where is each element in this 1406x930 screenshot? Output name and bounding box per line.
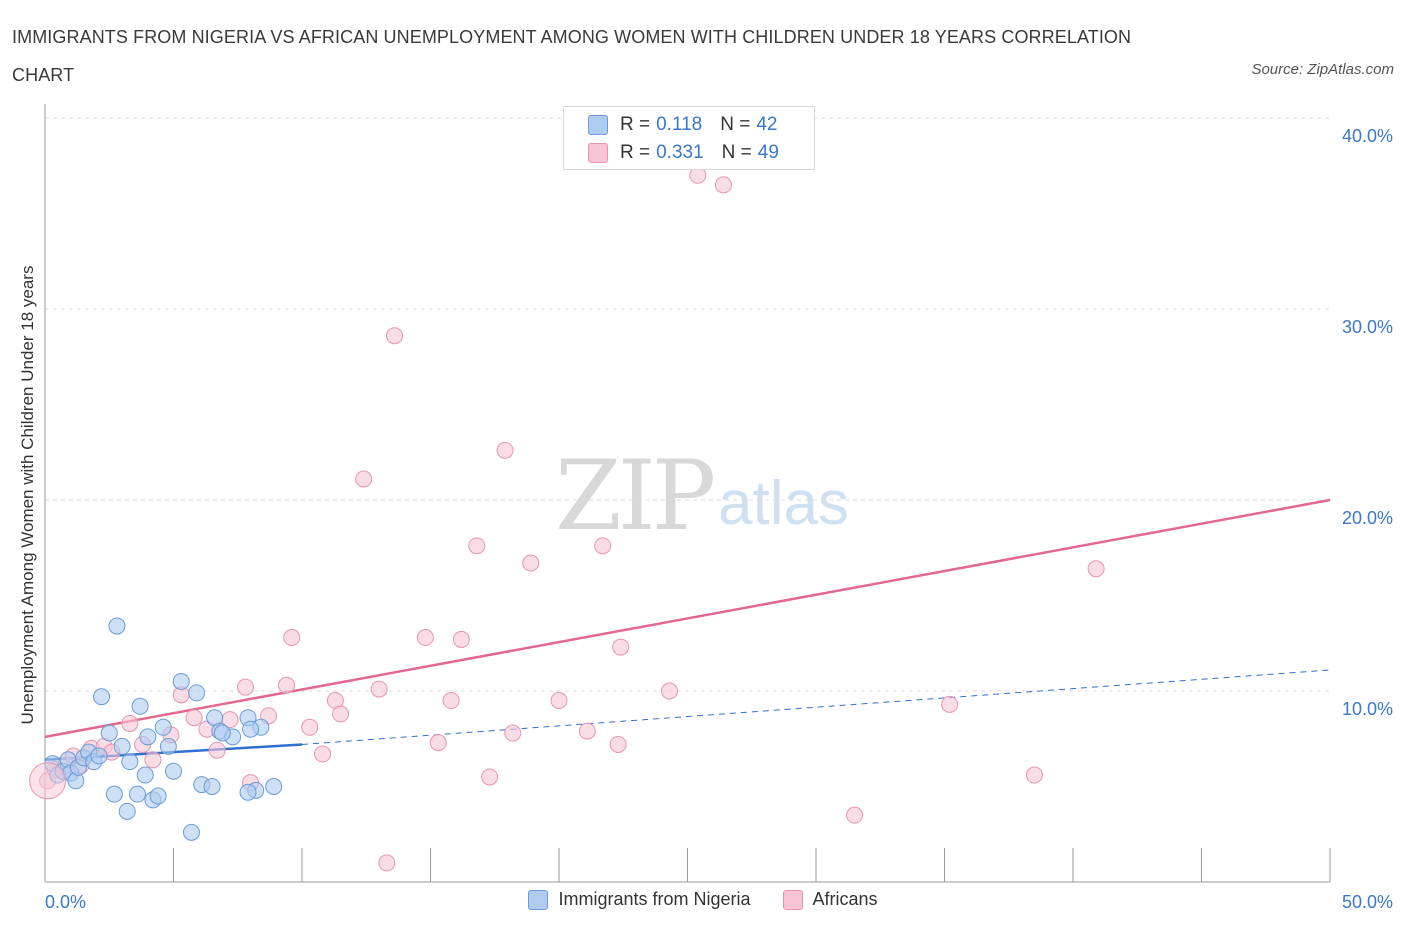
point-africans [332,705,350,723]
point-nigeria [242,720,260,738]
legend-swatch-africans [782,889,803,910]
point-africans [370,680,388,698]
point-africans [442,692,460,710]
point-africans [594,537,612,555]
point-africans [429,734,447,752]
point-nigeria [108,617,126,635]
point-africans [612,638,630,656]
point-africans [355,470,373,488]
legend-n-value: 49 [757,142,779,163]
tick-labels: 10.0% 20.0% 30.0% 40.0% 0.0% 50.0% [45,126,1393,912]
x-tick-label: 50.0% [1342,892,1393,912]
point-africans [452,630,470,648]
point-nigeria [131,697,149,715]
point-nigeria [129,785,147,803]
point-nigeria [154,718,172,736]
legend-r-value: 0.118 [656,114,703,135]
point-nigeria [100,724,118,742]
legend-label-africans: Africans [812,889,878,909]
point-africans [121,714,139,732]
point-africans [578,722,596,740]
trend-line-africans [44,498,1331,739]
point-nigeria [182,823,200,841]
point-nigeria [139,728,157,746]
point-africans [208,741,226,759]
point-nigeria [265,778,283,795]
point-nigeria [136,766,154,784]
point-nigeria [113,737,131,755]
point-nigeria [213,724,231,742]
point-africans [496,441,514,459]
watermark-zip: ZIP [555,440,716,552]
y-tick-label: 40.0% [1342,126,1393,146]
legend-row-nigeria: R = 0.118 N = 42 [588,112,796,138]
point-nigeria [188,684,206,702]
point-africans-cluster [29,762,67,800]
point-africans [278,676,296,694]
point-africans [661,682,679,700]
point-nigeria [149,787,167,805]
series-legend: Immigrants from Nigeria Africans [0,889,1406,910]
point-africans [185,709,203,727]
point-africans [301,718,319,736]
point-nigeria [118,802,136,820]
grid-lines [45,117,1330,692]
point-africans [1025,766,1043,784]
y-tick-label: 30.0% [1342,317,1393,337]
point-africans [144,751,162,769]
point-nigeria [172,672,190,690]
point-africans [609,735,627,753]
point-nigeria [159,737,177,755]
point-nigeria [90,747,108,765]
legend-swatch-nigeria [588,115,608,135]
legend-n-label: N = [720,114,751,135]
point-nigeria [239,783,257,801]
x-tick-label: 0.0% [45,892,86,912]
watermark-atlas: atlas [718,469,849,538]
point-africans [386,327,404,345]
point-africans [1087,560,1105,578]
legend-n-value: 42 [756,114,778,135]
legend-swatch-africans [588,143,608,163]
legend-item-africans[interactable]: Africans [782,889,878,910]
axes [44,104,1331,883]
stats-legend: R = 0.118 N = 42 R = 0.331 N = 49 [563,106,815,170]
legend-r-value: 0.331 [656,142,704,163]
point-africans [714,176,732,194]
point-africans [283,629,301,647]
y-tick-label: 20.0% [1342,508,1393,528]
legend-r-label: R = [620,142,651,163]
data-points [29,166,1105,872]
source-note: Source: ZipAtlas.com [1251,61,1394,78]
point-africans [481,768,499,786]
point-nigeria [93,688,111,706]
point-africans [468,537,486,555]
point-nigeria [165,762,182,780]
point-africans [522,554,540,572]
point-africans [378,854,396,872]
point-africans [314,745,332,763]
legend-row-africans: R = 0.331 N = 49 [588,140,797,166]
legend-label-nigeria: Immigrants from Nigeria [558,889,751,909]
trend-line-nigeria-projection [301,669,1331,745]
point-africans [846,806,864,824]
point-nigeria [105,785,123,803]
legend-r-label: R = [620,114,651,135]
legend-n-label: N = [721,142,752,163]
point-africans [236,678,254,696]
point-africans [416,629,434,647]
y-tick-label: 10.0% [1342,699,1393,719]
legend-swatch-nigeria [528,889,549,910]
point-africans [550,692,568,710]
point-africans [941,695,959,713]
chart-title: IMMIGRANTS FROM NIGERIA VS AFRICAN UNEMP… [12,27,1132,85]
point-africans [504,724,522,742]
point-nigeria [203,778,221,795]
legend-item-nigeria[interactable]: Immigrants from Nigeria [528,889,751,910]
point-nigeria [121,753,139,771]
